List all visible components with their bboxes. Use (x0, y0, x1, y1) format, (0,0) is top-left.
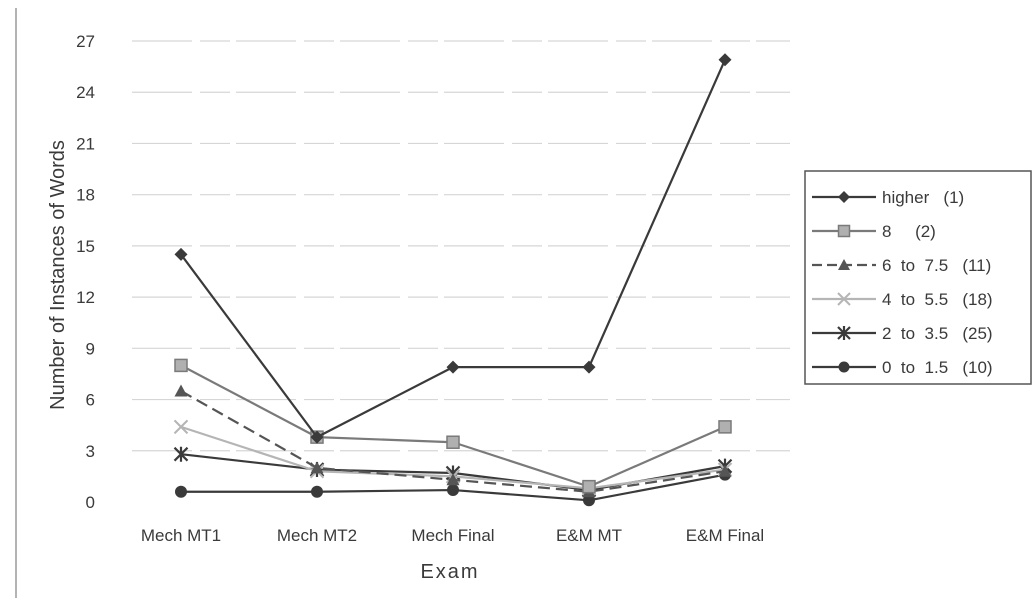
marker-diamond (838, 191, 850, 203)
x-tick-label: Mech MT1 (141, 526, 221, 545)
marker-x (173, 419, 189, 435)
marker-square (837, 224, 851, 238)
legend-label: higher (1) (882, 188, 964, 207)
legend-box (804, 170, 1032, 385)
marker-diamond (446, 360, 460, 374)
y-tick-label: 3 (86, 442, 95, 461)
marker-star (837, 326, 851, 340)
marker-star (173, 446, 189, 462)
series-2 (174, 384, 732, 498)
x-tick-label: E&M Final (686, 526, 764, 545)
y-tick-label: 0 (86, 493, 95, 512)
y-tick-label: 27 (76, 32, 95, 51)
legend-label: 6 to 7.5 (11) (882, 256, 991, 275)
marker-triangle (446, 473, 460, 486)
y-axis-ticks: 0 3 6 9 12 15 18 21 24 27 (76, 32, 95, 512)
grid-layer (132, 40, 790, 452)
legend-item: 0 to 1.5 (10) (812, 358, 993, 377)
marker-circle (838, 361, 850, 373)
y-tick-label: 15 (76, 237, 95, 256)
y-tick-label: 21 (76, 134, 95, 153)
marker-x (837, 292, 851, 306)
marker-diamond (174, 247, 188, 261)
x-tick-label: Mech MT2 (277, 526, 357, 545)
x-tick-label: Mech Final (411, 526, 494, 545)
marker-triangle (838, 259, 850, 270)
legend-label: 2 to 3.5 (25) (882, 324, 993, 343)
marker-circle (447, 484, 459, 497)
x-axis-ticks: Mech MT1 Mech MT2 Mech Final E&M MT E&M Fina… (141, 526, 764, 545)
marker-diamond (582, 360, 596, 374)
legend: higher (1) 8 (2) 6 to 7.5 (11) 4 to 5.5 (18… (804, 170, 1032, 385)
legend-item: higher (1) (812, 188, 964, 207)
x-axis-title: Exam (420, 561, 479, 583)
marker-square (718, 420, 732, 434)
series-5 (175, 468, 731, 507)
series-layer (173, 53, 733, 507)
legend-item: 2 to 3.5 (25) (812, 324, 993, 343)
legend-item: 6 to 7.5 (11) (812, 256, 991, 275)
marker-triangle (310, 461, 324, 474)
marker-diamond (718, 53, 732, 67)
y-tick-label: 6 (86, 391, 95, 410)
marker-diamond (310, 430, 324, 444)
legend-label: 0 to 1.5 (10) (882, 358, 993, 377)
y-tick-label: 12 (76, 288, 95, 307)
y-tick-label: 18 (76, 186, 95, 205)
series-line (180, 59, 727, 439)
legend-label: 8 (2) (882, 222, 936, 241)
legend-item: 4 to 5.5 (18) (812, 290, 993, 309)
marker-circle (583, 494, 595, 507)
y-tick-label: 9 (86, 339, 95, 358)
marker-circle (175, 485, 187, 498)
marker-square (582, 479, 596, 494)
y-axis-title: Number of Instances of Words (47, 140, 69, 410)
legend-label: 4 to 5.5 (18) (882, 290, 993, 309)
marker-square (446, 435, 460, 449)
marker-square (174, 358, 188, 373)
marker-circle (311, 485, 323, 498)
marker-triangle (174, 384, 188, 397)
x-tick-label: E&M MT (556, 526, 622, 545)
marker-triangle (718, 464, 732, 477)
y-tick-label: 24 (76, 83, 95, 102)
series-0 (174, 53, 732, 444)
legend-item: 8 (2) (812, 222, 936, 241)
